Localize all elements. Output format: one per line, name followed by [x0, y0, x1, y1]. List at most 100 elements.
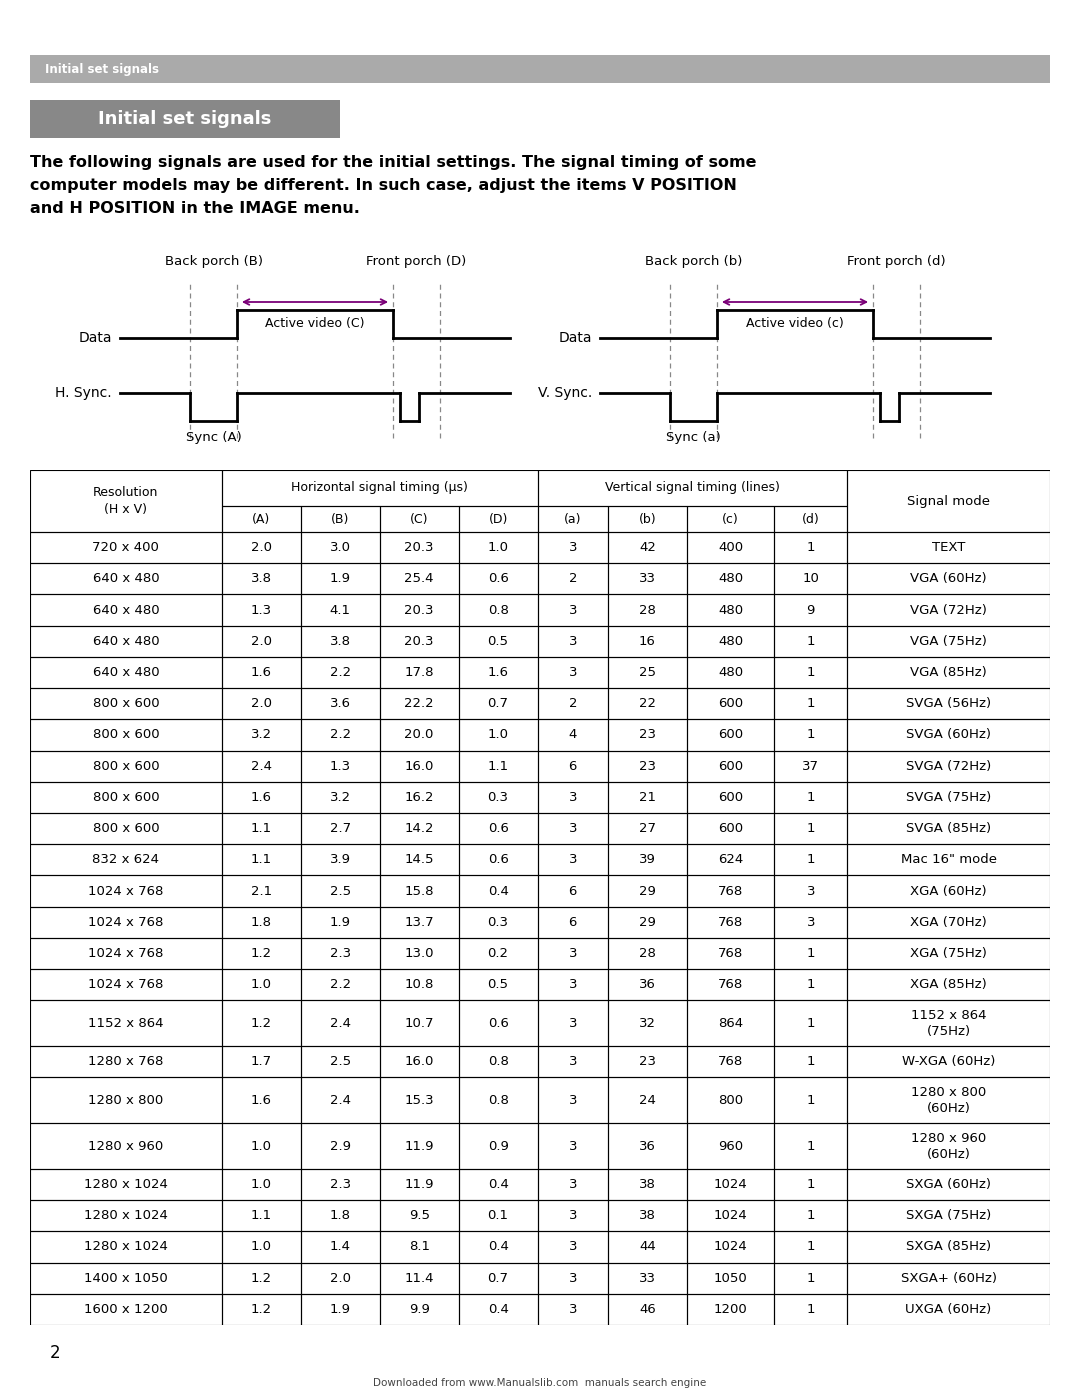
Text: 1.9: 1.9 — [329, 1303, 351, 1316]
Bar — [538, 469, 847, 506]
Bar — [301, 689, 380, 719]
Bar — [774, 689, 847, 719]
Bar — [774, 1046, 847, 1077]
Text: 600: 600 — [718, 791, 743, 803]
Bar — [301, 1294, 380, 1324]
Bar — [30, 782, 221, 813]
Text: Sync (A): Sync (A) — [186, 432, 242, 444]
Text: 864: 864 — [718, 1017, 743, 1030]
Text: 24: 24 — [639, 1094, 656, 1106]
Bar — [221, 937, 301, 970]
Bar — [301, 595, 380, 626]
Bar — [221, 1231, 301, 1263]
Text: UXGA (60Hz): UXGA (60Hz) — [905, 1303, 991, 1316]
Text: 2.0: 2.0 — [251, 634, 272, 648]
Text: 14.5: 14.5 — [404, 854, 434, 866]
Text: XGA (75Hz): XGA (75Hz) — [910, 947, 987, 960]
Bar — [30, 626, 221, 657]
Text: 0.3: 0.3 — [487, 916, 509, 929]
Text: 3: 3 — [807, 916, 815, 929]
Text: 3.2: 3.2 — [329, 791, 351, 803]
Text: 3: 3 — [568, 978, 577, 992]
Bar — [301, 750, 380, 782]
Bar — [847, 1263, 1050, 1294]
Text: 29: 29 — [639, 916, 656, 929]
Bar — [301, 1169, 380, 1200]
Text: 3.2: 3.2 — [251, 728, 272, 742]
Text: 3: 3 — [568, 1055, 577, 1069]
Text: 0.7: 0.7 — [487, 697, 509, 710]
Text: 1: 1 — [807, 1210, 815, 1222]
Text: 1.6: 1.6 — [251, 791, 272, 803]
Bar — [538, 1200, 608, 1231]
Bar — [380, 813, 459, 844]
Text: 800: 800 — [718, 1094, 743, 1106]
Bar — [459, 844, 538, 876]
Text: SVGA (56Hz): SVGA (56Hz) — [906, 697, 991, 710]
Bar — [459, 907, 538, 937]
Bar — [538, 876, 608, 907]
Bar — [380, 657, 459, 689]
Text: XGA (70Hz): XGA (70Hz) — [910, 916, 987, 929]
Bar — [459, 1169, 538, 1200]
Text: 1.0: 1.0 — [251, 1140, 272, 1153]
Text: Mac 16" mode: Mac 16" mode — [901, 854, 997, 866]
Bar — [380, 1200, 459, 1231]
Text: (C): (C) — [410, 513, 429, 525]
Text: 3.9: 3.9 — [329, 854, 351, 866]
Text: SVGA (72Hz): SVGA (72Hz) — [906, 760, 991, 773]
Bar — [30, 689, 221, 719]
Bar — [847, 719, 1050, 750]
Text: 1.1: 1.1 — [487, 760, 509, 773]
Bar — [847, 657, 1050, 689]
Text: 1280 x 1024: 1280 x 1024 — [84, 1241, 167, 1253]
Bar — [380, 1000, 459, 1046]
Text: 9: 9 — [807, 604, 815, 616]
Bar — [847, 1046, 1050, 1077]
Text: 2.1: 2.1 — [251, 884, 272, 897]
Text: 3: 3 — [568, 666, 577, 679]
Text: 640 x 480: 640 x 480 — [93, 604, 159, 616]
Bar — [459, 1200, 538, 1231]
Bar — [538, 689, 608, 719]
Bar — [687, 1169, 774, 1200]
Text: 1.6: 1.6 — [251, 666, 272, 679]
Text: SVGA (75Hz): SVGA (75Hz) — [906, 791, 991, 803]
Bar — [774, 506, 847, 532]
Text: 1050: 1050 — [714, 1271, 747, 1285]
Bar — [847, 1294, 1050, 1324]
Bar — [774, 595, 847, 626]
Text: Downloaded from www.Manualslib.com  manuals search engine: Downloaded from www.Manualslib.com manua… — [374, 1377, 706, 1387]
Bar — [608, 1294, 687, 1324]
Bar — [774, 970, 847, 1000]
Bar — [221, 844, 301, 876]
Text: 4.1: 4.1 — [329, 604, 351, 616]
Bar — [538, 844, 608, 876]
Bar — [459, 506, 538, 532]
Bar — [30, 1077, 221, 1123]
Bar — [301, 563, 380, 595]
Text: 13.7: 13.7 — [404, 916, 434, 929]
Bar — [221, 750, 301, 782]
Bar — [687, 970, 774, 1000]
Text: 800 x 600: 800 x 600 — [93, 760, 159, 773]
Text: Vertical signal timing (lines): Vertical signal timing (lines) — [605, 482, 780, 495]
Text: 1280 x 1024: 1280 x 1024 — [84, 1178, 167, 1192]
Text: 1.9: 1.9 — [329, 573, 351, 585]
Text: 0.6: 0.6 — [488, 854, 509, 866]
Text: 38: 38 — [639, 1178, 656, 1192]
Text: 10.8: 10.8 — [405, 978, 434, 992]
Text: 1280 x 800
(60Hz): 1280 x 800 (60Hz) — [912, 1085, 986, 1115]
Text: SXGA (60Hz): SXGA (60Hz) — [906, 1178, 991, 1192]
Text: 2.4: 2.4 — [251, 760, 272, 773]
Text: 2.2: 2.2 — [329, 978, 351, 992]
Bar — [301, 1123, 380, 1169]
Text: Active video (C): Active video (C) — [266, 317, 365, 331]
Text: 1.3: 1.3 — [251, 604, 272, 616]
Text: 1.2: 1.2 — [251, 1271, 272, 1285]
Text: (b): (b) — [638, 513, 657, 525]
Text: 1024 x 768: 1024 x 768 — [89, 884, 163, 897]
Bar — [301, 1231, 380, 1263]
Text: Resolution
(H x V): Resolution (H x V) — [93, 486, 159, 515]
Text: 1: 1 — [807, 1178, 815, 1192]
